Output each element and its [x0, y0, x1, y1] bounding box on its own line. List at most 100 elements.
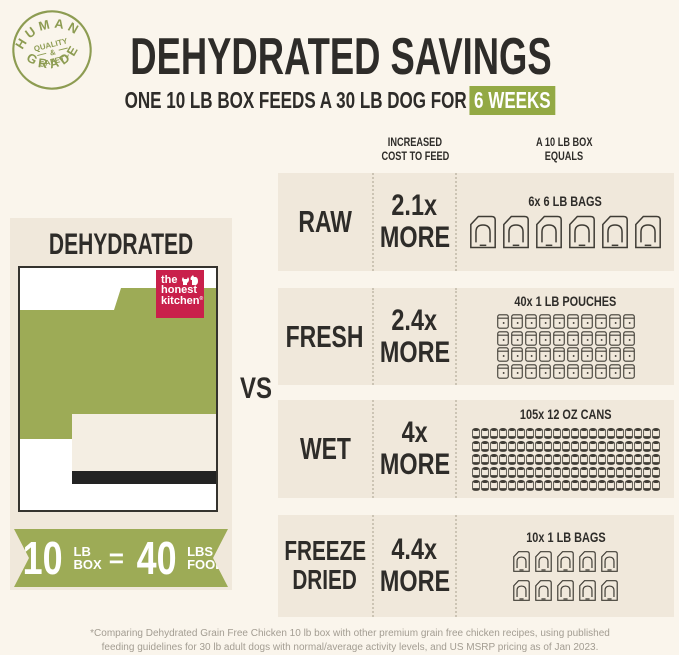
can-icon — [633, 427, 642, 439]
can-icon — [633, 479, 642, 491]
table-row-freeze-dried: FREEZE DRIED 4.4x MORE 10x 1 LB BAGS — [278, 515, 674, 617]
can-icon — [507, 453, 516, 465]
bag-icon — [635, 215, 661, 249]
bag-icon — [601, 551, 618, 572]
can-icon — [471, 466, 480, 478]
can-icon — [480, 453, 489, 465]
pouch-icon — [580, 331, 593, 346]
can-icon — [606, 479, 615, 491]
honest-kitchen-logo: the honest kitchen® — [156, 270, 204, 318]
can-icon — [552, 453, 561, 465]
bag-icon — [513, 580, 530, 601]
can-icon — [615, 479, 624, 491]
banner-value-10: 10 — [22, 532, 63, 584]
can-icon — [543, 479, 552, 491]
can-icon — [570, 427, 579, 439]
page-title: DEHYDRATED SAVINGS — [130, 28, 552, 86]
can-icon — [534, 479, 543, 491]
can-icon — [516, 466, 525, 478]
badge-ampersand: & — [49, 47, 57, 57]
pouch-icon — [496, 331, 509, 346]
can-icon — [624, 453, 633, 465]
pouch-icon — [510, 314, 523, 329]
row-label: RAW — [298, 204, 352, 240]
can-icon — [615, 427, 624, 439]
can-icon — [525, 453, 534, 465]
can-icon-grid — [471, 427, 660, 492]
can-icon — [516, 453, 525, 465]
bag-icon — [470, 215, 496, 249]
can-icon — [525, 466, 534, 478]
can-icon — [633, 440, 642, 452]
pouch-icon — [566, 347, 579, 362]
pouch-icon — [608, 347, 621, 362]
can-icon — [543, 453, 552, 465]
can-icon — [588, 453, 597, 465]
can-icon — [507, 466, 516, 478]
can-icon — [651, 479, 660, 491]
badge-circle — [12, 10, 92, 90]
can-icon — [534, 453, 543, 465]
row-multiplier: 4x MORE — [372, 400, 455, 498]
can-icon — [552, 466, 561, 478]
can-icon — [480, 466, 489, 478]
row-equivalence: 40x 1 LB POUCHES — [455, 288, 674, 385]
row-label: WET — [299, 431, 351, 467]
can-icon — [525, 427, 534, 439]
pouch-icon — [608, 364, 621, 379]
can-icon — [642, 427, 651, 439]
bag-icon — [579, 551, 596, 572]
pouch-icon — [622, 347, 635, 362]
can-icon — [642, 440, 651, 452]
pouch-icon — [538, 314, 551, 329]
can-icon — [471, 453, 480, 465]
can-icon — [534, 427, 543, 439]
can-icon — [579, 466, 588, 478]
value-banner: 10 LB BOX = 40 LBS FOOD of — [14, 529, 228, 587]
row-label: FREEZE DRIED — [284, 535, 366, 595]
can-icon — [516, 427, 525, 439]
can-icon — [588, 479, 597, 491]
pouch-icon — [524, 364, 537, 379]
pouch-icon — [566, 331, 579, 346]
bag-icon — [535, 551, 552, 572]
can-icon — [606, 427, 615, 439]
can-icon — [615, 453, 624, 465]
can-icon — [579, 479, 588, 491]
can-icon — [642, 453, 651, 465]
can-icon — [480, 479, 489, 491]
can-icon — [588, 466, 597, 478]
banner-unit-lbs-food: LBS FOOD of — [187, 544, 237, 572]
pouch-icon — [580, 364, 593, 379]
can-icon — [561, 427, 570, 439]
pouch-icon — [566, 364, 579, 379]
box-black-bar — [72, 471, 216, 484]
can-icon — [570, 466, 579, 478]
dehydrated-heading: DEHYDRATED — [48, 228, 194, 261]
row-equivalence: 105x 12 OZ CANS — [455, 400, 674, 498]
table-row-raw: RAW 2.1x MORE 6x 6 LB BAGS — [278, 173, 674, 271]
dehydrated-panel: DEHYDRATED the honest kitchen® 10 LB BOX… — [10, 218, 232, 590]
logo-line2: honest — [161, 284, 198, 297]
can-icon — [498, 479, 507, 491]
can-icon — [471, 427, 480, 439]
can-icon — [498, 453, 507, 465]
footnote-line1: *Comparing Dehydrated Grain Free Chicken… — [90, 628, 610, 639]
bag-icon — [536, 215, 562, 249]
bag-icon-grid — [468, 214, 663, 250]
can-icon — [597, 479, 606, 491]
can-icon — [507, 479, 516, 491]
row-equivalence: 6x 6 LB BAGS — [455, 173, 674, 271]
can-icon — [624, 466, 633, 478]
pouch-icon — [496, 347, 509, 362]
pouch-icon — [594, 364, 607, 379]
pouch-icon — [594, 331, 607, 346]
can-icon — [570, 479, 579, 491]
page-subtitle: ONE 10 LB BOX FEEDS A 30 LB DOG FOR 6 WEE… — [40, 86, 640, 115]
banner-equals: = — [108, 542, 124, 573]
table-row-fresh: FRESH 2.4x MORE 40x 1 LB POUCHES — [278, 288, 674, 385]
pouch-icon — [622, 364, 635, 379]
pouch-icon — [496, 314, 509, 329]
can-icon — [606, 440, 615, 452]
pouch-icon — [566, 314, 579, 329]
